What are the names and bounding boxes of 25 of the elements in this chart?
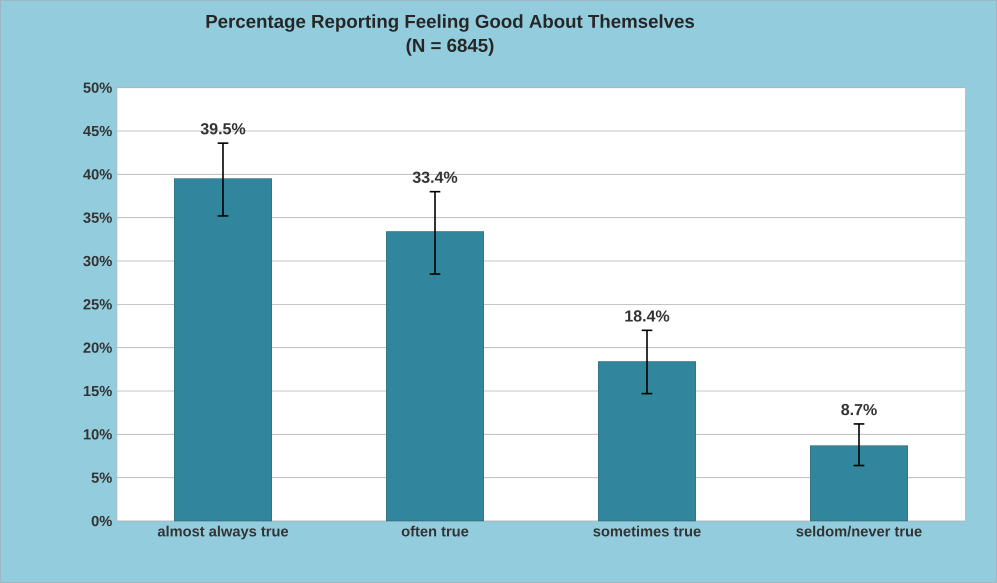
x-tick-label: sometimes true [593, 526, 701, 536]
bar [174, 178, 272, 522]
y-tick-label: 0% [92, 516, 112, 526]
y-tick-label: 50% [83, 82, 112, 93]
y-tick-label: 35% [83, 212, 112, 223]
y-tick-label: 40% [83, 169, 112, 180]
y-tick-label: 30% [83, 256, 112, 266]
y-tick-label: 25% [83, 299, 112, 310]
chart-subtitle: (N = 6845) [406, 38, 494, 56]
data-label: 8.7% [841, 404, 877, 416]
data-label: 39.5% [200, 123, 246, 134]
x-tick-label: seldom/never true [796, 526, 922, 537]
y-tick-label: 20% [83, 342, 112, 353]
bar [386, 231, 484, 522]
y-tick-label: 15% [84, 386, 112, 396]
x-tick-label: often true [402, 526, 468, 536]
y-tick-label: 45% [83, 126, 112, 136]
x-tick-label: almost always true [158, 526, 288, 540]
y-tick-label: 10% [84, 429, 112, 440]
bar [598, 361, 696, 522]
y-tick-label: 5% [92, 472, 112, 483]
chart-title: Percentage Reporting Feeling Good About Themselves [206, 14, 694, 32]
bar [810, 445, 908, 522]
data-label: 33.4% [412, 172, 458, 183]
data-label: 18.4% [625, 310, 670, 322]
